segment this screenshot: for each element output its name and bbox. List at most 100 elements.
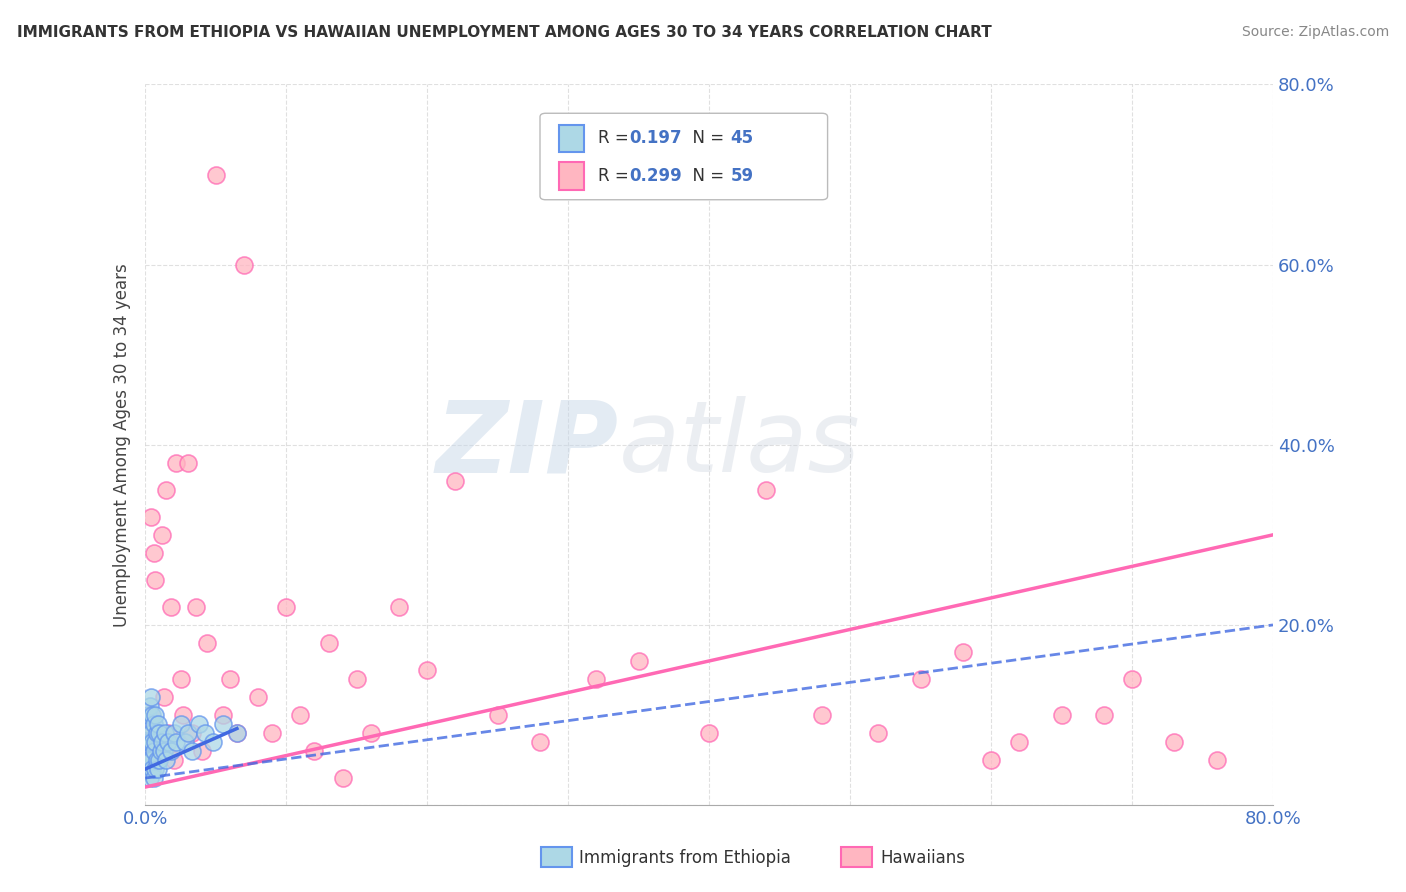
Point — [159, 744, 181, 758]
Point — [868, 726, 890, 740]
Point — [290, 708, 312, 723]
Point — [138, 735, 160, 749]
Point — [141, 708, 163, 723]
Point — [811, 708, 834, 723]
Point — [180, 744, 202, 758]
Point — [138, 771, 160, 785]
Point — [388, 599, 411, 614]
Point — [165, 735, 187, 749]
Point — [211, 717, 233, 731]
Text: 0.197: 0.197 — [628, 129, 682, 147]
Point — [141, 762, 163, 776]
Point — [143, 762, 166, 776]
Point — [150, 528, 173, 542]
Point — [141, 735, 163, 749]
Point — [136, 726, 159, 740]
Point — [135, 717, 157, 731]
Point — [136, 753, 159, 767]
Text: N =: N = — [682, 129, 730, 147]
Text: R =: R = — [598, 167, 634, 185]
Point — [190, 744, 212, 758]
Point — [360, 726, 382, 740]
Point — [139, 726, 162, 740]
Point — [148, 753, 170, 767]
Point — [211, 708, 233, 723]
Point — [1092, 708, 1115, 723]
Text: ZIP: ZIP — [436, 396, 619, 493]
FancyBboxPatch shape — [560, 125, 583, 153]
Point — [233, 258, 256, 272]
Point — [204, 168, 226, 182]
Text: Source: ZipAtlas.com: Source: ZipAtlas.com — [1241, 25, 1389, 39]
Point — [754, 483, 776, 497]
Point — [262, 726, 284, 740]
Text: Hawaiians: Hawaiians — [880, 849, 965, 867]
Point — [155, 753, 177, 767]
Point — [304, 744, 326, 758]
Point — [165, 456, 187, 470]
Point — [193, 726, 215, 740]
Point — [173, 735, 195, 749]
Point — [162, 753, 184, 767]
Point — [1050, 708, 1073, 723]
Text: N =: N = — [682, 167, 730, 185]
Point — [486, 708, 509, 723]
Point — [152, 690, 174, 704]
Point — [142, 744, 165, 758]
Point — [1205, 753, 1227, 767]
Point — [135, 744, 157, 758]
FancyBboxPatch shape — [540, 113, 828, 200]
Point — [952, 645, 974, 659]
Point — [152, 744, 174, 758]
Point — [148, 744, 170, 758]
Point — [219, 672, 242, 686]
Point — [276, 599, 298, 614]
Point — [585, 672, 607, 686]
Text: 45: 45 — [731, 129, 754, 147]
Point — [135, 762, 157, 776]
Point — [980, 753, 1002, 767]
Text: Immigrants from Ethiopia: Immigrants from Ethiopia — [579, 849, 792, 867]
Point — [226, 726, 249, 740]
Point — [148, 726, 170, 740]
Point — [529, 735, 551, 749]
Point — [143, 708, 166, 723]
Text: atlas: atlas — [619, 396, 860, 493]
Point — [139, 690, 162, 704]
Point — [176, 726, 198, 740]
Point — [1163, 735, 1185, 749]
Point — [145, 753, 167, 767]
FancyBboxPatch shape — [560, 162, 583, 190]
Point — [697, 726, 720, 740]
Text: 59: 59 — [731, 167, 754, 185]
Point — [159, 599, 181, 614]
Point — [346, 672, 368, 686]
Y-axis label: Unemployment Among Ages 30 to 34 years: Unemployment Among Ages 30 to 34 years — [114, 263, 131, 627]
Point — [136, 708, 159, 723]
Point — [138, 762, 160, 776]
Point — [226, 726, 249, 740]
Point — [180, 726, 202, 740]
Point — [1008, 735, 1031, 749]
Point — [141, 744, 163, 758]
Point — [416, 663, 439, 677]
Point — [318, 636, 340, 650]
Point — [145, 753, 167, 767]
Point — [153, 726, 176, 740]
Point — [169, 717, 191, 731]
Point — [139, 509, 162, 524]
Point — [1121, 672, 1143, 686]
Point — [146, 726, 169, 740]
Point — [146, 762, 169, 776]
Text: 0.299: 0.299 — [628, 167, 682, 185]
Point — [146, 717, 169, 731]
Point — [162, 726, 184, 740]
Point — [143, 573, 166, 587]
Point — [138, 698, 160, 713]
Point — [195, 636, 218, 650]
Point — [143, 735, 166, 749]
Point — [201, 735, 224, 749]
Point — [172, 708, 194, 723]
Point — [142, 771, 165, 785]
Point — [149, 744, 172, 758]
